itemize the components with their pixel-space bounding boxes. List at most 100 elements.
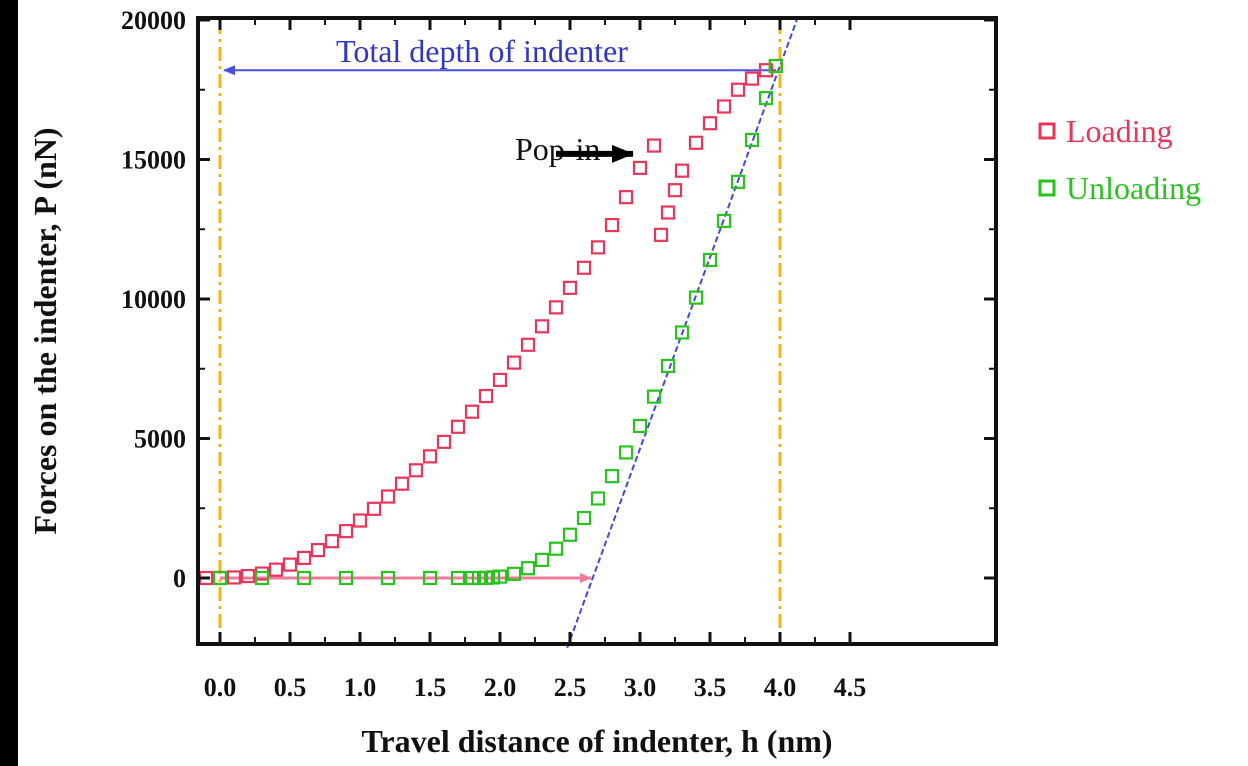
y-axis-title: Forces on the indenter, P (nN): [27, 127, 63, 534]
series-layer: [198, 58, 783, 586]
pop-in-label: Pop-in: [515, 131, 600, 167]
unloading-tangent-line: [566, 19, 798, 649]
reference-lines-layer: [218, 19, 798, 649]
data-point-loading: [632, 160, 648, 175]
data-point-loading: [520, 337, 536, 352]
data-point-loading: [688, 135, 704, 150]
figure-panel: [18, 0, 1248, 766]
data-point-unloading: [618, 445, 634, 460]
data-point-unloading: [534, 552, 550, 567]
data-point-unloading: [548, 541, 564, 556]
plot-frame: [196, 16, 998, 646]
data-point-unloading: [422, 570, 438, 586]
data-point-loading: [282, 557, 298, 572]
data-point-unloading: [730, 174, 746, 189]
data-point-loading: [240, 568, 256, 584]
data-point-unloading: [296, 570, 312, 586]
data-point-loading: [674, 163, 690, 178]
legend-label-unloading: Unloading: [1066, 170, 1201, 206]
data-point-loading: [604, 217, 620, 233]
data-point-loading: [758, 63, 774, 78]
x-tick-label: 1.0: [344, 673, 377, 702]
data-point-loading: [408, 463, 424, 478]
data-point-unloading: [576, 510, 592, 526]
data-point-loading: [464, 404, 480, 419]
data-point-loading: [534, 319, 550, 334]
data-point-loading: [338, 524, 354, 539]
data-point-unloading: [464, 570, 480, 586]
data-point-loading: [226, 570, 242, 585]
data-point-loading: [506, 355, 522, 370]
data-point-loading: [296, 550, 312, 566]
data-point-loading: [667, 183, 683, 198]
data-point-unloading: [590, 491, 606, 506]
data-point-unloading: [674, 325, 690, 340]
data-point-loading: [366, 501, 382, 516]
data-point-loading: [618, 190, 634, 205]
data-point-loading: [450, 419, 466, 434]
data-point-loading: [268, 562, 284, 577]
x-tick-label: 4.5: [834, 673, 867, 702]
data-point-loading: [478, 388, 494, 404]
series-loading: [198, 58, 783, 586]
data-point-unloading: [562, 527, 578, 542]
total-depth-label: Total depth of indenter: [336, 33, 628, 69]
x-tick-label: 2.5: [554, 673, 587, 702]
data-point-unloading: [380, 570, 396, 586]
data-point-unloading: [520, 561, 536, 576]
data-point-unloading: [604, 469, 620, 484]
annotation-layer: Total depth of indenter Pop-in: [336, 33, 634, 167]
data-point-unloading: [768, 58, 783, 74]
data-point-loading: [310, 542, 326, 558]
data-point-loading: [562, 280, 578, 295]
y-tick-label: 10000: [121, 285, 186, 314]
series-unloading: [212, 58, 783, 586]
data-point-unloading: [506, 566, 522, 581]
legend: Loading Unloading: [1038, 113, 1201, 206]
data-point-loading: [716, 99, 732, 114]
legend-marker-loading: [1038, 122, 1056, 140]
y-tick-label: 20000: [121, 6, 186, 35]
data-point-loading: [590, 240, 606, 255]
data-point-loading: [492, 372, 508, 388]
x-tick-label: 0.5: [274, 673, 307, 702]
data-point-unloading: [450, 570, 466, 586]
data-point-unloading: [758, 91, 774, 106]
axes-layer: Travel distance of indenter, h (nm) Forc…: [27, 6, 998, 759]
data-point-loading: [653, 227, 669, 242]
data-point-unloading: [254, 570, 270, 586]
x-tick-label: 4.0: [764, 673, 797, 702]
data-point-loading: [576, 260, 592, 275]
y-tick-label: 0: [173, 564, 186, 593]
data-point-loading: [324, 534, 340, 549]
data-point-unloading: [660, 358, 676, 374]
data-point-loading: [702, 116, 718, 131]
data-point-loading: [744, 71, 760, 86]
legend-marker-unloading: [1038, 179, 1056, 197]
data-point-unloading: [632, 418, 648, 434]
y-tick-label: 15000: [121, 146, 186, 175]
data-point-loading: [646, 138, 662, 153]
data-point-loading: [548, 300, 564, 315]
data-point-loading: [380, 489, 396, 504]
x-tick-label: 3.5: [694, 673, 727, 702]
data-point-unloading: [338, 570, 354, 586]
x-tick-label: 2.0: [484, 673, 517, 702]
data-point-loading: [660, 205, 676, 220]
x-tick-label: 3.0: [624, 673, 657, 702]
legend-label-loading: Loading: [1066, 113, 1173, 149]
data-point-unloading: [744, 132, 760, 148]
data-point-loading: [422, 449, 438, 464]
data-point-loading: [436, 434, 452, 449]
y-tick-label: 5000: [134, 425, 186, 454]
data-point-unloading: [646, 389, 662, 404]
data-point-unloading: [716, 213, 732, 228]
x-axis-title: Travel distance of indenter, h (nm): [361, 723, 832, 759]
data-point-loading: [394, 476, 410, 491]
x-tick-label: 0.0: [204, 673, 237, 702]
data-point-unloading: [702, 252, 718, 268]
data-point-loading: [352, 513, 368, 528]
data-point-unloading: [212, 570, 228, 586]
